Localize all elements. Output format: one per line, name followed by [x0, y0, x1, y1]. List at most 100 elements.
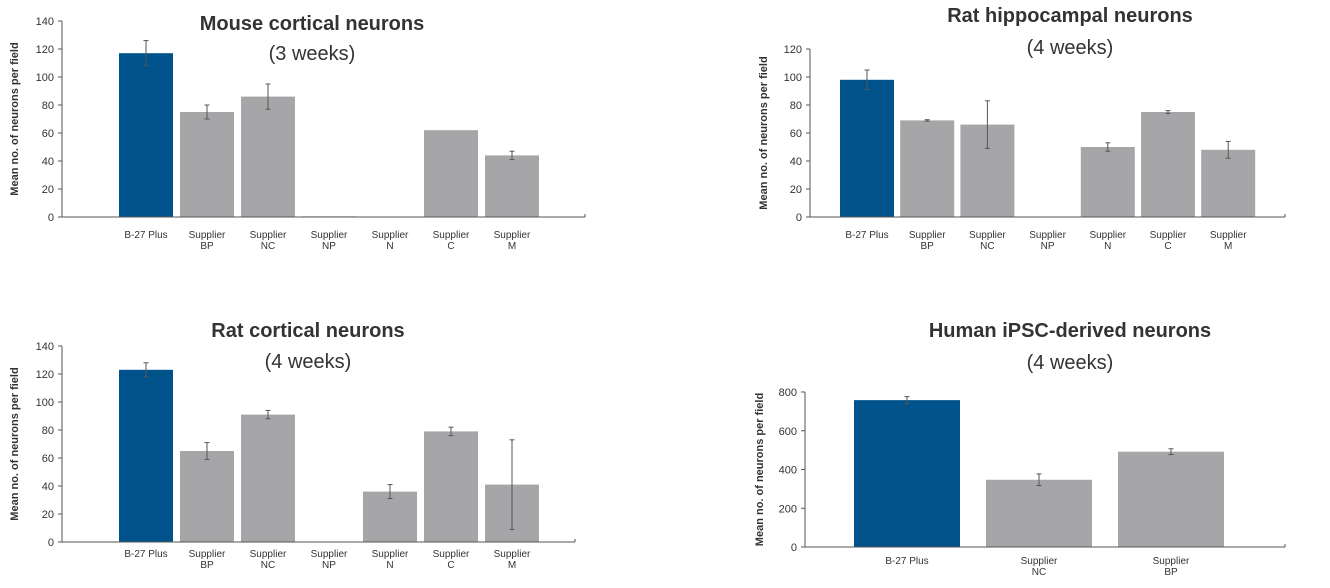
y-tick-label: 100 — [36, 397, 54, 409]
x-tick-label: BP — [921, 241, 935, 252]
x-tick-label: Supplier — [1021, 556, 1058, 567]
y-axis-label: Mean no. of neurons per field — [758, 56, 770, 209]
x-tick-label: Supplier — [433, 549, 470, 560]
y-tick-label: 200 — [779, 503, 797, 515]
y-tick-label: 120 — [784, 44, 802, 56]
y-tick-label: 400 — [779, 465, 797, 477]
x-tick-label: B-27 Plus — [124, 230, 167, 241]
y-tick-label: 0 — [796, 212, 802, 224]
y-axis-label: Mean no. of neurons per field — [9, 42, 21, 195]
chart-svg-human-ipsc: Human iPSC-derived neurons (4 weeks) Mean … — [754, 320, 1286, 578]
bar — [241, 414, 295, 542]
y-tick-label: 40 — [790, 156, 802, 168]
chart-panel-human-ipsc: Human iPSC-derived neurons (4 weeks) Mean … — [665, 292, 1330, 583]
chart-panel-rat-cortical: Rat cortical neurons (4 weeks) Mean no. of… — [0, 292, 660, 583]
bar — [363, 491, 417, 542]
chart-subtitle: (4 weeks) — [265, 351, 352, 373]
x-tick-label: Supplier — [494, 549, 531, 560]
bar — [424, 431, 478, 542]
x-tick-label: NC — [261, 560, 275, 571]
y-tick-label: 0 — [48, 212, 54, 224]
y-tick-label: 20 — [790, 184, 802, 196]
y-tick-label: 60 — [42, 453, 54, 465]
y-tick-label: 140 — [36, 16, 54, 28]
y-tick-label: 40 — [42, 481, 54, 493]
x-tick-label: Supplier — [372, 549, 409, 560]
y-tick-label: 80 — [42, 425, 54, 437]
chart-title: Human iPSC-derived neurons — [929, 320, 1211, 342]
x-tick-label: NC — [261, 241, 275, 252]
x-tick-label: Supplier — [1210, 230, 1247, 241]
x-tick-label: NC — [980, 241, 994, 252]
y-tick-label: 20 — [42, 184, 54, 196]
y-tick-label: 140 — [36, 341, 54, 353]
x-tick-label: Supplier — [494, 230, 531, 241]
y-tick-label: 60 — [42, 128, 54, 140]
y-tick-label: 120 — [36, 369, 54, 381]
chart-title: Mouse cortical neurons — [200, 13, 425, 35]
chart-title: Rat hippocampal neurons — [947, 5, 1193, 27]
bar — [986, 479, 1092, 547]
x-tick-label: Supplier — [372, 230, 409, 241]
x-tick-label: N — [386, 560, 393, 571]
x-tick-label: Supplier — [1089, 230, 1126, 241]
chart-panel-rat-hippocampal: Rat hippocampal neurons (4 weeks) Mean no.… — [665, 0, 1330, 290]
x-tick-label: BP — [200, 241, 214, 252]
x-tick-label: Supplier — [250, 230, 287, 241]
chart-subtitle: (3 weeks) — [269, 43, 356, 65]
x-tick-label: Supplier — [250, 549, 287, 560]
bar — [180, 451, 234, 542]
bar — [424, 130, 478, 217]
bar — [840, 79, 894, 217]
bar — [900, 120, 955, 217]
x-tick-label: N — [1104, 241, 1111, 252]
y-tick-label: 800 — [779, 387, 797, 399]
chart-svg-rat-cortical: Rat cortical neurons (4 weeks) Mean no. of… — [9, 320, 576, 571]
x-tick-label: Supplier — [433, 230, 470, 241]
bar — [1080, 147, 1135, 217]
y-tick-label: 80 — [42, 100, 54, 112]
bar — [1141, 112, 1195, 217]
y-tick-label: 20 — [42, 509, 54, 521]
y-tick-label: 120 — [36, 44, 54, 56]
bar — [241, 96, 295, 217]
y-tick-label: 0 — [48, 537, 54, 549]
y-tick-label: 40 — [42, 156, 54, 168]
bar — [119, 369, 173, 542]
chart-panel-mouse-cortical: Mouse cortical neurons (3 weeks) Mean no. … — [0, 0, 660, 290]
y-tick-label: 100 — [784, 72, 802, 84]
bar — [485, 155, 539, 217]
y-tick-label: 100 — [36, 72, 54, 84]
x-tick-label: Supplier — [1153, 556, 1190, 567]
x-tick-label: B-27 Plus — [124, 549, 167, 560]
x-tick-label: Supplier — [969, 230, 1006, 241]
x-tick-label: Supplier — [1029, 230, 1066, 241]
x-tick-label: BP — [1164, 567, 1178, 578]
x-tick-label: Supplier — [909, 230, 946, 241]
x-tick-label: C — [447, 560, 454, 571]
chart-title: Rat cortical neurons — [211, 320, 404, 342]
x-tick-label: NP — [1041, 241, 1055, 252]
x-tick-label: M — [508, 241, 516, 252]
x-tick-label: NP — [322, 241, 336, 252]
bar — [1201, 149, 1256, 217]
y-axis-label: Mean no. of neurons per field — [9, 367, 21, 520]
x-tick-label: Supplier — [311, 230, 348, 241]
chart-svg-mouse-cortical: Mouse cortical neurons (3 weeks) Mean no. … — [9, 13, 586, 252]
y-tick-label: 60 — [790, 128, 802, 140]
x-tick-label: M — [1224, 241, 1232, 252]
x-tick-label: B-27 Plus — [885, 556, 928, 567]
bar — [1118, 451, 1224, 547]
x-tick-label: B-27 Plus — [845, 230, 888, 241]
bar — [854, 400, 960, 547]
x-tick-label: NP — [322, 560, 336, 571]
chart-subtitle: (4 weeks) — [1027, 37, 1114, 59]
y-tick-label: 600 — [779, 426, 797, 438]
x-tick-label: N — [386, 241, 393, 252]
bar — [180, 112, 234, 217]
y-axis-label: Mean no. of neurons per field — [754, 393, 766, 546]
x-tick-label: NC — [1032, 567, 1046, 578]
x-tick-label: Supplier — [311, 549, 348, 560]
y-tick-label: 80 — [790, 100, 802, 112]
chart-svg-rat-hippocampal: Rat hippocampal neurons (4 weeks) Mean no.… — [758, 5, 1286, 252]
